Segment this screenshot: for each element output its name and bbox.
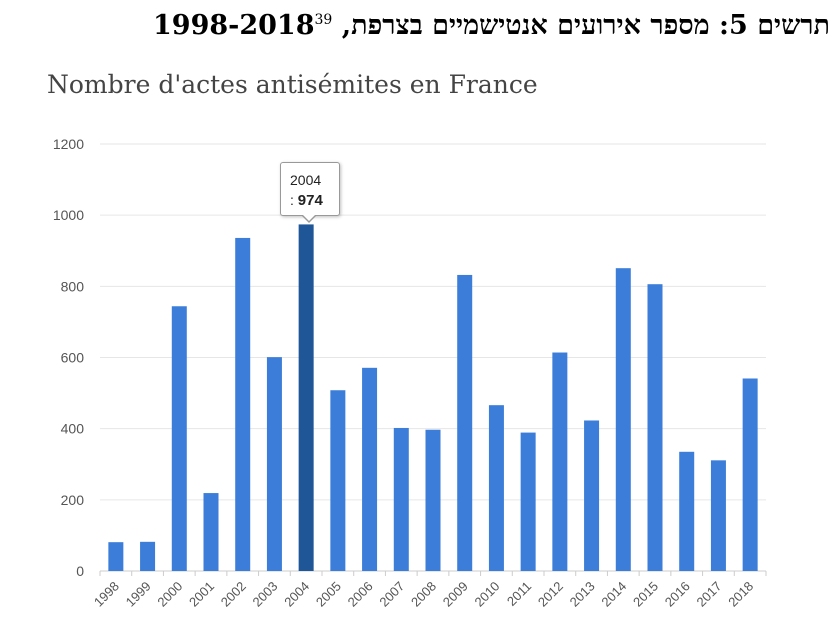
x-tick-label: 2011 [504, 579, 534, 609]
y-tick-label: 1200 [53, 136, 84, 152]
bar-2000 [171, 306, 187, 571]
x-tick-label: 1999 [123, 579, 154, 610]
bar-2015 [647, 284, 663, 571]
bar-2005 [330, 390, 346, 571]
tooltip-value: 974 [297, 192, 323, 209]
x-tick-label: 2009 [440, 579, 471, 610]
x-tick-label: 2005 [313, 579, 344, 610]
x-tick-label: 2006 [345, 579, 376, 610]
bar-2011 [520, 432, 536, 571]
x-tick-label: 1998 [91, 579, 122, 610]
bar-2014 [615, 268, 631, 571]
y-tick-label: 400 [61, 421, 85, 437]
bar-2009 [457, 274, 473, 571]
tooltip-label: 2004 [290, 172, 322, 188]
tooltip-value-row: : 974 [290, 190, 339, 211]
x-tick-label: 2016 [662, 579, 693, 610]
y-tick-label: 800 [61, 278, 85, 294]
x-tick-label: 2015 [630, 579, 661, 610]
bar-1998 [108, 542, 124, 571]
bar-tooltip: 2004 : 974 [280, 162, 340, 223]
figure-caption: תרשים 5: מספר אירועים אנטישמיים בצרפת, 1… [0, 0, 830, 48]
x-tick-label: 2004 [281, 579, 312, 610]
y-tick-label: 600 [61, 350, 85, 366]
y-tick-label: 200 [61, 492, 85, 508]
x-tick-label: 2002 [218, 579, 249, 610]
y-tick-label: 1000 [53, 207, 84, 223]
x-tick-label: 2018 [725, 579, 756, 610]
bar-2012 [552, 352, 568, 571]
x-tick-label: 2010 [471, 579, 502, 610]
chart-title: Nombre d'actes antisémites en France [47, 70, 538, 99]
bar-2017 [710, 460, 726, 571]
x-tick-label: 2013 [567, 579, 598, 610]
bar-2001 [203, 493, 219, 571]
bar-2002 [235, 237, 251, 571]
bar-2004 [298, 224, 314, 571]
bar-2016 [679, 451, 695, 571]
caption-text: תרשים 5: מספר אירועים אנטישמיים בצרפת, 1… [153, 10, 830, 41]
x-tick-label: 2014 [598, 579, 629, 610]
x-tick-label: 2000 [154, 579, 185, 610]
y-tick-label: 0 [76, 563, 84, 579]
x-tick-label: 2003 [249, 579, 280, 610]
bar-2007 [393, 427, 409, 571]
bar-1999 [140, 541, 156, 571]
bar-2008 [425, 429, 441, 571]
bar-2018 [742, 378, 758, 571]
bar-2006 [362, 367, 378, 571]
x-tick-label: 2001 [186, 579, 217, 610]
tooltip-separator: : [290, 192, 298, 208]
bar-2013 [584, 420, 600, 571]
x-tick-label: 2017 [693, 579, 724, 610]
x-tick-label: 2008 [408, 579, 439, 610]
bar-2010 [488, 405, 504, 571]
x-tick-label: 2007 [376, 579, 407, 610]
x-tick-label: 2012 [535, 579, 566, 610]
bar-2003 [266, 357, 282, 571]
caption-footnote: 39 [314, 12, 333, 28]
